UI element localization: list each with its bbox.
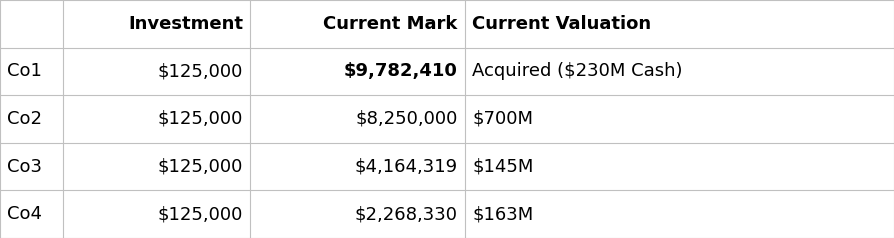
Text: $163M: $163M (472, 205, 534, 223)
Text: Current Mark: Current Mark (324, 15, 458, 33)
Text: $8,250,000: $8,250,000 (355, 110, 458, 128)
Text: Current Valuation: Current Valuation (472, 15, 651, 33)
Text: $9,782,410: $9,782,410 (344, 62, 458, 80)
Text: $125,000: $125,000 (158, 158, 243, 176)
Text: Co4: Co4 (7, 205, 42, 223)
Text: $125,000: $125,000 (158, 110, 243, 128)
Text: $700M: $700M (472, 110, 533, 128)
Text: Acquired ($230M Cash): Acquired ($230M Cash) (472, 62, 682, 80)
Text: $145M: $145M (472, 158, 534, 176)
Text: Co3: Co3 (7, 158, 42, 176)
Text: $125,000: $125,000 (158, 62, 243, 80)
Text: Co2: Co2 (7, 110, 42, 128)
Text: $4,164,319: $4,164,319 (355, 158, 458, 176)
Text: $125,000: $125,000 (158, 205, 243, 223)
Text: Co1: Co1 (7, 62, 42, 80)
Text: $2,268,330: $2,268,330 (355, 205, 458, 223)
Text: Investment: Investment (128, 15, 243, 33)
